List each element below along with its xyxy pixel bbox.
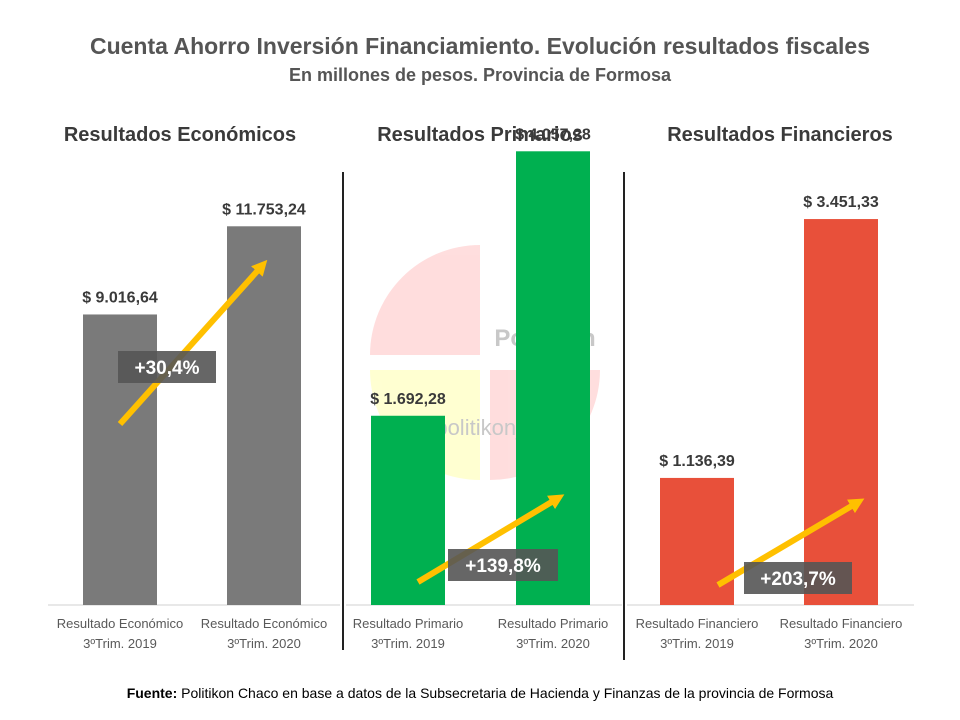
value-label-financieros-1: $ 3.451,33	[803, 194, 879, 211]
value-label-primarios-1: $ 4.057,28	[515, 126, 591, 143]
bar-financieros-1	[804, 219, 878, 605]
bar-primarios-0	[371, 415, 445, 605]
change-badge-primarios	[448, 549, 558, 581]
bar-financieros-0	[660, 477, 734, 605]
growth-arrow-economicos	[117, 259, 268, 427]
value-label-economicos-0: $ 9.016,64	[82, 289, 158, 306]
category-label-financieros-1-0: Resultado Financiero	[780, 616, 903, 631]
category-label-economicos-1-1: 3ºTrim. 2020	[227, 636, 301, 651]
value-label-financieros-0: $ 1.136,39	[659, 453, 735, 470]
change-label-economicos: +30,4%	[135, 358, 200, 379]
change-badge-financieros	[744, 562, 852, 594]
growth-arrow-primarios	[416, 494, 565, 585]
change-badge-economicos	[118, 351, 216, 383]
category-label-primarios-0-1: 3ºTrim. 2019	[371, 636, 445, 651]
source-note: Fuente: Politikon Chaco en base a datos …	[0, 685, 960, 701]
panel-title-primarios: Resultados Primarios	[377, 124, 583, 146]
change-label-financieros: +203,7%	[760, 569, 836, 590]
panel-title-financieros: Resultados Financieros	[667, 124, 893, 146]
value-label-primarios-0: $ 1.692,28	[370, 391, 446, 408]
category-label-financieros-0-1: 3ºTrim. 2019	[660, 636, 734, 651]
category-label-economicos-0-0: Resultado Económico	[57, 616, 183, 631]
panel-title-economicos: Resultados Económicos	[63, 124, 297, 146]
category-label-financieros-1-1: 3ºTrim. 2020	[804, 636, 878, 651]
source-text: Politikon Chaco en base a datos de la Su…	[177, 685, 834, 701]
source-label: Fuente:	[126, 685, 178, 701]
category-label-economicos-1-0: Resultado Económico	[201, 616, 327, 631]
change-label-primarios: +139,8%	[465, 556, 541, 577]
chart-subtitle: En millones de pesos. Provincia de Formo…	[288, 65, 672, 85]
growth-arrow-financieros	[716, 498, 865, 588]
category-label-primarios-0-0: Resultado Primario	[353, 616, 464, 631]
bar-charts: Politikon @politikon_chaco $ 9.016,64Res…	[48, 126, 914, 660]
chart-title: Cuenta Ahorro Inversión Financiamiento. …	[89, 33, 871, 59]
value-label-economicos-1: $ 11.753,24	[222, 201, 306, 218]
category-label-primarios-1-1: 3ºTrim. 2020	[516, 636, 590, 651]
bar-economicos-1	[227, 226, 301, 605]
bar-primarios-1	[516, 151, 590, 605]
category-label-primarios-1-0: Resultado Primario	[498, 616, 609, 631]
category-label-financieros-0-0: Resultado Financiero	[636, 616, 759, 631]
category-label-economicos-0-1: 3ºTrim. 2019	[83, 636, 157, 651]
